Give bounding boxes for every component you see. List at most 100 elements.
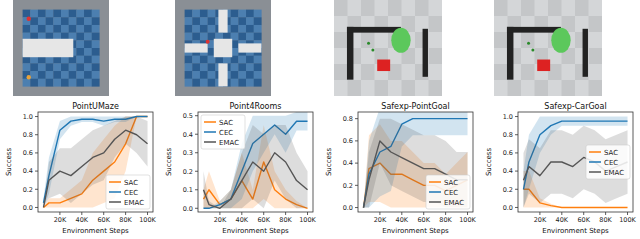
y-tick	[195, 152, 198, 153]
maze-floor-tile	[53, 17, 61, 25]
data-layer	[523, 117, 627, 208]
maze-floor-tile	[30, 25, 38, 33]
y-tick-label: 0.0	[343, 204, 353, 212]
hazard	[531, 48, 534, 51]
maze-floor-tile	[38, 17, 46, 25]
maze-floor-tile	[246, 63, 254, 71]
maze-floor-tile	[192, 56, 200, 64]
maze-floor-tile	[254, 10, 262, 18]
legend: SACCECEMAC	[201, 115, 245, 149]
maze-floor-tile	[254, 33, 262, 41]
legend-swatch	[204, 141, 216, 143]
maze-border	[13, 0, 109, 96]
figure: 20K40K60K80K100K0.00.20.40.60.81.0PointU…	[0, 0, 640, 239]
x-tick	[401, 212, 402, 215]
error-band	[363, 112, 467, 208]
x-tick	[467, 212, 468, 215]
legend-label: CEC	[604, 159, 618, 167]
maze-floor-tile	[254, 25, 262, 33]
maze-floor-tile	[200, 63, 208, 71]
maze-floor-tile	[231, 10, 239, 18]
legend: SACCECEMAC	[586, 145, 630, 179]
maze-floor-tile	[231, 71, 239, 79]
y-tick	[195, 134, 198, 135]
scene-floor-tile	[589, 80, 603, 96]
series-line	[43, 117, 147, 208]
axes-frame	[518, 112, 633, 212]
series-line	[203, 153, 307, 209]
maze-floor-tile	[69, 17, 77, 25]
series-line	[363, 119, 467, 208]
x-tick	[241, 212, 242, 215]
maze-floor-tile	[246, 56, 254, 64]
x-tick-label: 80K	[119, 216, 132, 224]
maze-wall	[185, 43, 208, 52]
maze-floor-tile	[46, 79, 54, 87]
y-tick-label: 0.2	[183, 168, 193, 176]
legend-swatch	[109, 201, 121, 203]
error-band	[43, 117, 147, 208]
scene-floor-tile	[589, 16, 603, 32]
x-tick	[605, 212, 606, 215]
chart-title: Safexp-CarGoal	[544, 102, 606, 111]
plot-area	[518, 112, 633, 212]
maze-floor-tile	[200, 17, 208, 25]
data-layer	[363, 112, 467, 208]
chart-title: Safexp-PointGoal	[381, 102, 449, 111]
maze-floor-tile	[238, 33, 246, 41]
error-band	[363, 119, 467, 208]
x-tick-label: 40K	[556, 216, 569, 224]
maze-floor-tile	[76, 33, 84, 41]
x-tick	[219, 212, 220, 215]
x-tick	[81, 212, 82, 215]
maze-floor-tile	[185, 79, 193, 87]
scene-floor-tile	[494, 32, 508, 48]
maze-floor-tile	[246, 79, 254, 87]
maze-floor-tile	[53, 71, 61, 79]
legend-label: CEC	[444, 189, 458, 197]
x-tick	[627, 212, 628, 215]
scene-floor-tile	[494, 64, 508, 80]
x-tick	[263, 212, 264, 215]
maze-floor-tile	[238, 25, 246, 33]
error-band	[43, 117, 147, 208]
maze-floor-tile	[200, 33, 208, 41]
maze-floor-tile	[61, 71, 69, 79]
goal-cylinder	[551, 28, 570, 53]
goal-marker	[27, 17, 31, 21]
y-tick-label: 0.5	[183, 112, 193, 120]
y-tick-label: 1.0	[23, 113, 33, 121]
scene-floor-tile	[388, 0, 402, 16]
plot-area	[198, 112, 313, 212]
x-tick	[285, 212, 286, 215]
x-tick-label: 100K	[139, 216, 156, 224]
data-layer	[43, 117, 147, 208]
maze-floor-tile	[185, 10, 193, 18]
y-tick	[35, 207, 38, 208]
x-tick-label: 40K	[236, 216, 249, 224]
scene-wall	[507, 27, 513, 80]
maze-floor-tile	[231, 79, 239, 87]
maze-floor-tile	[185, 25, 193, 33]
hazard	[371, 48, 374, 51]
y-tick	[355, 185, 358, 186]
x-tick-label: 20K	[374, 216, 387, 224]
legend-label: SAC	[124, 179, 138, 187]
maze-floor-tile	[46, 71, 54, 79]
maze-floor-tile	[231, 17, 239, 25]
maze-floor-tile	[38, 71, 46, 79]
legend-swatch	[204, 131, 216, 133]
scene-background	[494, 0, 602, 96]
maze-floor-tile	[192, 33, 200, 41]
axes-frame	[358, 112, 473, 212]
chart-title: PointUMaze	[72, 102, 119, 111]
y-tick	[35, 171, 38, 172]
legend-swatch	[109, 181, 121, 183]
maze-floor-tile	[254, 63, 262, 71]
legend-swatch	[204, 121, 216, 123]
x-tick-label: 80K	[279, 216, 292, 224]
legend-box	[426, 175, 470, 209]
x-tick-label: 20K	[534, 216, 547, 224]
x-tick	[379, 212, 380, 215]
y-tick-label: 0.2	[343, 182, 353, 190]
